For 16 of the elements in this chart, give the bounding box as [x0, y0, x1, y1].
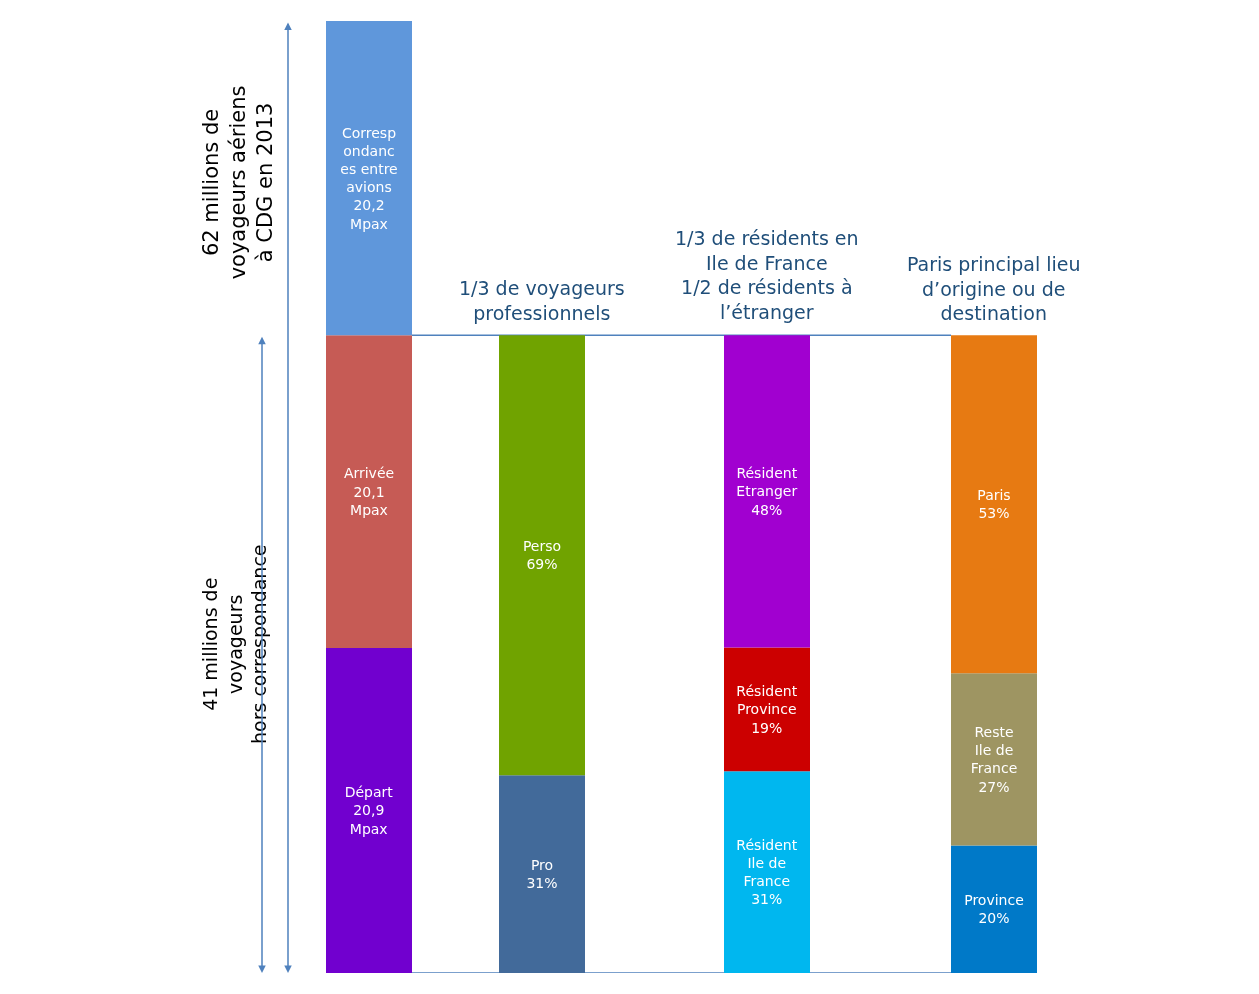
text: 41 millions de voyageurs hors correspondance — [198, 544, 271, 745]
data-label: Résident Ile de France 31% — [736, 836, 798, 908]
chart-title: 1/3 de résidents en Ile de France 1/2 de résidents à l’étranger — [675, 227, 859, 324]
data-label: Départ 20,9 Mpax — [344, 784, 394, 837]
data-label: Résident Etranger 48% — [736, 465, 798, 518]
text: 62 millions de voyageurs aériens à CDG en 2013 — [198, 85, 278, 280]
data-label: Reste Ile de France 27% — [970, 724, 1018, 795]
data-label: Pro 31% — [526, 857, 558, 892]
data-label: Perso 69% — [522, 538, 562, 573]
data-label: Arrivée 20,1 Mpax — [343, 465, 395, 518]
data-label: Corresp ondanc es entre avions 20,2 Mpax — [340, 124, 398, 232]
data-label: Paris 53% — [977, 487, 1011, 522]
chart-title: Paris principal lieu d’origine ou de destination — [907, 253, 1081, 325]
data-label: Province 20% — [964, 892, 1024, 927]
data-label: Résident Province 19% — [736, 683, 798, 736]
chart-title: 1/3 de voyageurs professionnels — [459, 277, 625, 324]
